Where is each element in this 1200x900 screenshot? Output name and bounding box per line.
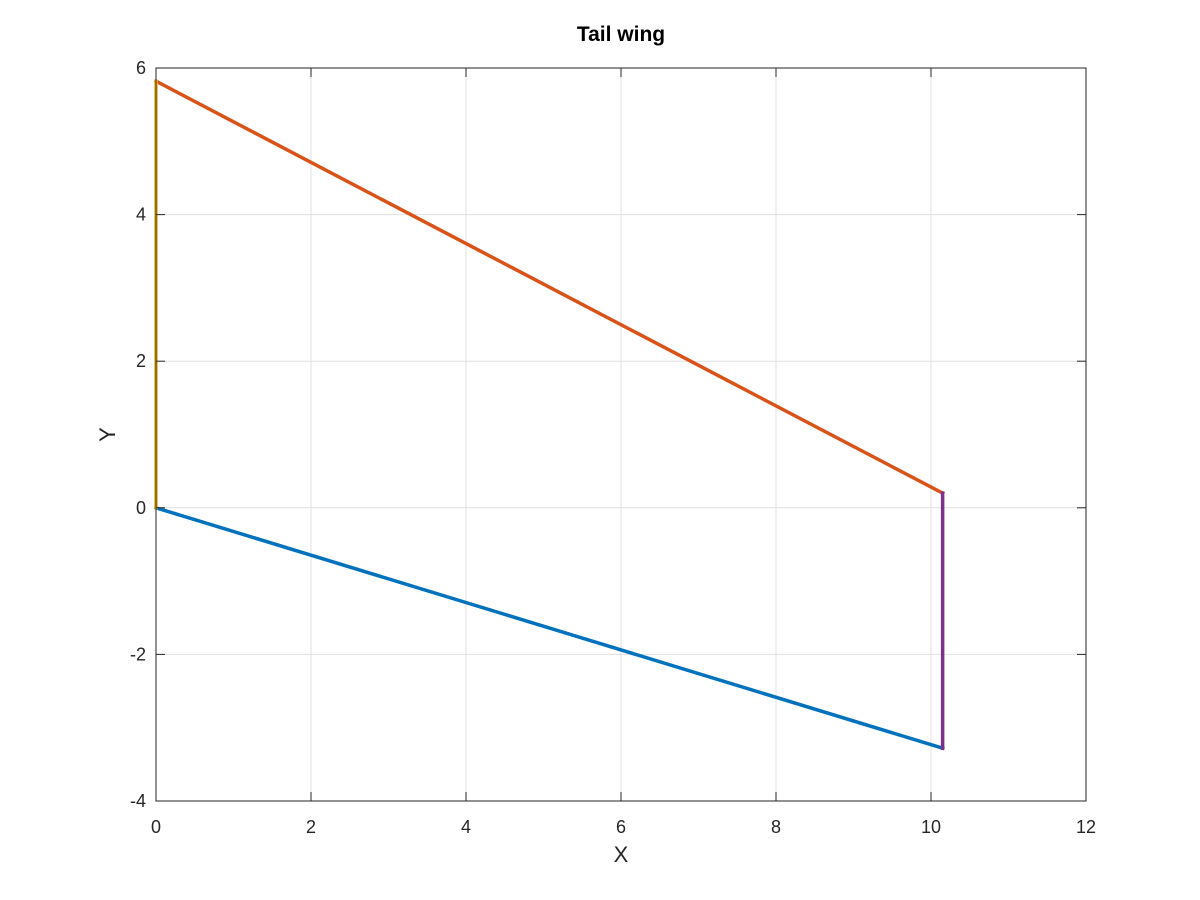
x-tick-label: 6 (616, 817, 626, 837)
y-tick-label: 2 (136, 351, 146, 371)
series-line-2 (153, 78, 945, 496)
tick-labels: 0 2 4 6 8 10 12 -4 -2 0 2 4 6 (130, 58, 1096, 837)
x-tick-label: 4 (461, 817, 471, 837)
chart-title: Tail wing (577, 23, 665, 46)
x-tick-label: 2 (306, 817, 316, 837)
x-tick-label: 0 (151, 817, 161, 837)
x-tick-label: 12 (1076, 817, 1096, 837)
y-tick-label: 0 (136, 498, 146, 518)
x-axis-label: X (614, 842, 629, 867)
series-line-1 (153, 505, 945, 751)
y-tick-label: 6 (136, 58, 146, 78)
y-axis-label: Y (95, 427, 120, 442)
y-tick-label: -2 (130, 644, 146, 664)
x-tick-label: 8 (771, 817, 781, 837)
x-tick-label: 10 (921, 817, 941, 837)
y-tick-label: -4 (130, 791, 146, 811)
axes (155, 67, 1087, 802)
y-tick-label: 4 (136, 205, 146, 225)
